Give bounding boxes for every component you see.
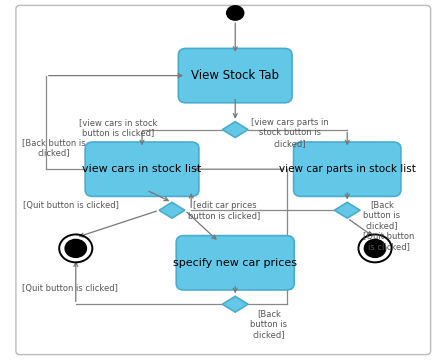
Polygon shape (334, 202, 360, 218)
Circle shape (364, 239, 386, 257)
Text: [Back button is
clicked]: [Back button is clicked] (22, 138, 86, 157)
Text: [Quit button is clicked]: [Quit button is clicked] (23, 201, 118, 210)
Text: specify new car prices: specify new car prices (173, 258, 297, 268)
Text: [view cars parts in
stock button is
clicked]: [view cars parts in stock button is clic… (251, 118, 329, 148)
FancyBboxPatch shape (178, 49, 292, 103)
Circle shape (358, 234, 392, 262)
FancyBboxPatch shape (294, 142, 401, 197)
Text: [Back
button is
clicked]: [Back button is clicked] (250, 310, 287, 339)
Text: View Stock Tab: View Stock Tab (191, 69, 279, 82)
Text: [Back
button is
clicked]: [Back button is clicked] (364, 201, 401, 230)
Circle shape (59, 234, 92, 262)
Text: [edit car prices
button is clicked]: [edit car prices button is clicked] (188, 201, 260, 220)
Text: view cars in stock list: view cars in stock list (83, 164, 201, 174)
FancyBboxPatch shape (85, 142, 199, 197)
FancyBboxPatch shape (176, 236, 294, 290)
Text: [view cars in stock
button is clicked]: [view cars in stock button is clicked] (79, 118, 157, 138)
Polygon shape (222, 122, 248, 138)
Polygon shape (222, 296, 248, 312)
Polygon shape (159, 202, 185, 218)
Circle shape (65, 239, 87, 257)
Text: [Quit button is clicked]: [Quit button is clicked] (22, 284, 118, 292)
Circle shape (227, 6, 244, 20)
Text: [Quit button
is clicked]: [Quit button is clicked] (364, 232, 415, 252)
Text: view car parts in stock list: view car parts in stock list (279, 164, 416, 174)
